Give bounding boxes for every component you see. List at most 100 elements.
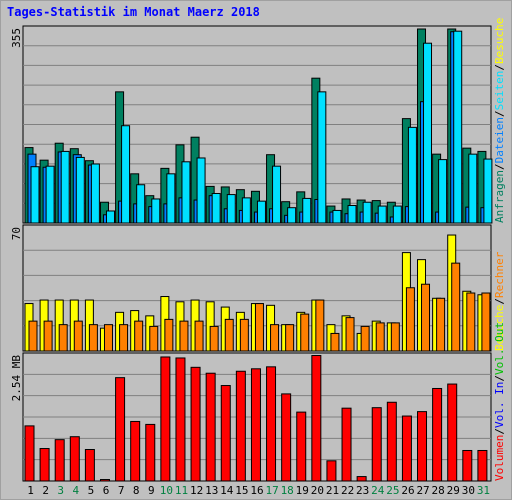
bar-middle-rechner-day-30 — [466, 292, 476, 352]
bar-bottom-volumen-day-11 — [175, 357, 186, 482]
bar-top-seiten-day-19 — [302, 197, 312, 224]
bar-top-seiten-day-23 — [362, 201, 372, 224]
bar-middle-rechner-day-31 — [481, 292, 491, 352]
x-tick-label-day-1: 1 — [27, 484, 34, 497]
legend-top: Anfragen/Dateien/Seiten/Besuche — [493, 18, 506, 223]
bar-middle-rechner-day-1 — [28, 320, 38, 352]
bar-bottom-volumen-day-15 — [235, 370, 246, 482]
bar-top-seiten-day-6 — [105, 210, 115, 224]
x-tick-label-day-11: 11 — [175, 484, 188, 497]
bar-top-seiten-day-12 — [196, 157, 206, 224]
bar-bottom-volumen-day-13 — [205, 372, 216, 482]
bar-bottom-volumen-day-17 — [266, 366, 277, 482]
x-tick-label-day-9: 9 — [148, 484, 155, 497]
bar-top-seiten-day-18 — [287, 207, 297, 224]
bar-middle-rechner-day-28 — [436, 297, 446, 352]
bar-bottom-volumen-day-30 — [462, 449, 473, 482]
bar-bottom-volumen-day-27 — [417, 411, 428, 482]
bar-middle-rechner-day-19 — [300, 313, 310, 352]
ymax-label-middle: 70 — [10, 227, 23, 240]
x-tick-label-day-12: 12 — [190, 484, 203, 497]
x-tick-label-day-2: 2 — [42, 484, 49, 497]
legend-entry: / — [493, 298, 506, 305]
ymax-label-top: 355 — [10, 28, 23, 48]
bar-bottom-volumen-day-26 — [401, 415, 412, 482]
legend-entry: Dateien — [493, 117, 506, 163]
bar-top-seiten-day-31 — [483, 158, 493, 224]
bar-bottom-volumen-day-5 — [84, 449, 95, 482]
bar-middle-rechner-day-22 — [345, 317, 355, 352]
x-tick-label-day-14: 14 — [220, 484, 234, 497]
bar-top-seiten-day-25 — [392, 205, 402, 224]
bar-bottom-volumen-day-14 — [220, 385, 231, 482]
bar-middle-rechner-day-12 — [194, 320, 204, 352]
x-tick-label-day-28: 28 — [432, 484, 445, 497]
legend-entry: Volumen — [493, 435, 506, 481]
bar-top-seiten-day-30 — [468, 153, 478, 224]
x-tick-label-day-29: 29 — [447, 484, 460, 497]
bar-top-seiten-day-5 — [90, 163, 100, 224]
bar-middle-rechner-day-14 — [224, 318, 234, 352]
legend-entry: / — [493, 64, 506, 71]
bar-top-seiten-day-14 — [226, 194, 236, 224]
ymax-label-bottom: 2.54 MB — [10, 355, 23, 402]
legend-entry: / — [493, 163, 506, 170]
bar-bottom-volumen-day-31 — [477, 449, 488, 482]
bar-middle-rechner-day-8 — [134, 320, 144, 352]
x-tick-label-day-4: 4 — [73, 484, 80, 497]
x-tick-label-day-15: 15 — [235, 484, 248, 497]
bar-middle-rechner-day-27 — [421, 283, 431, 352]
x-tick-label-day-22: 22 — [341, 484, 354, 497]
bar-bottom-volumen-day-21 — [326, 460, 337, 482]
bar-top-seiten-day-29 — [453, 30, 463, 224]
x-tick-label-day-7: 7 — [118, 484, 125, 497]
bar-bottom-volumen-day-2 — [39, 448, 50, 482]
x-tick-label-day-17: 17 — [265, 484, 278, 497]
legend-bottom: Volumen/Vol. In/Vol. Out — [493, 322, 506, 481]
bar-bottom-volumen-day-12 — [190, 366, 201, 482]
bar-middle-rechner-day-17 — [270, 324, 280, 352]
x-tick-label-day-26: 26 — [401, 484, 414, 497]
bar-middle-rechner-day-29 — [451, 262, 461, 352]
legend-entry: / — [493, 375, 506, 382]
bar-middle-rechner-day-26 — [405, 287, 415, 352]
bar-top-seiten-day-2 — [45, 165, 55, 224]
bar-bottom-volumen-day-6 — [99, 479, 110, 482]
bar-top-seiten-day-7 — [121, 125, 131, 224]
bar-middle-rechner-day-24 — [375, 322, 385, 352]
bar-bottom-volumen-day-18 — [281, 393, 292, 482]
bar-top-seiten-day-1 — [30, 166, 40, 224]
bar-bottom-volumen-day-20 — [311, 355, 322, 482]
legend-entry: Anfragen — [493, 170, 506, 223]
bar-top-seiten-day-17 — [272, 165, 282, 224]
bar-middle-rechner-day-15 — [239, 318, 249, 352]
bar-bottom-volumen-day-24 — [371, 407, 382, 482]
legend-entry: Besuche — [493, 305, 506, 351]
bar-bottom-volumen-day-10 — [160, 356, 171, 482]
bar-bottom-volumen-day-7 — [115, 377, 126, 482]
bar-top-seiten-day-9 — [151, 198, 161, 224]
x-tick-label-day-8: 8 — [133, 484, 140, 497]
bar-middle-rechner-day-11 — [179, 320, 189, 352]
x-tick-label-day-30: 30 — [462, 484, 475, 497]
bar-top-seiten-day-15 — [241, 197, 251, 224]
x-tick-label-day-20: 20 — [311, 484, 324, 497]
bar-bottom-volumen-day-16 — [250, 368, 261, 482]
x-tick-label-day-27: 27 — [416, 484, 429, 497]
bar-top-seiten-day-16 — [256, 200, 266, 224]
bar-middle-rechner-day-5 — [88, 324, 98, 352]
bar-top-seiten-day-11 — [181, 161, 191, 224]
panel-top: 355 Anfragen/Dateien/Seiten/Besuche — [10, 18, 506, 224]
bar-top-seiten-day-27 — [423, 42, 433, 224]
bar-top-seiten-day-10 — [166, 173, 176, 224]
bar-middle-rechner-day-6 — [103, 324, 113, 352]
bar-top-seiten-day-20 — [317, 91, 327, 224]
legend-entry: / — [493, 110, 506, 117]
bar-middle-rechner-day-10 — [164, 318, 174, 352]
bar-middle-rechner-day-21 — [330, 332, 340, 352]
bar-top-seiten-day-24 — [377, 205, 387, 224]
bar-middle-rechner-day-20 — [315, 299, 325, 352]
bar-bottom-volumen-day-3 — [54, 439, 65, 482]
